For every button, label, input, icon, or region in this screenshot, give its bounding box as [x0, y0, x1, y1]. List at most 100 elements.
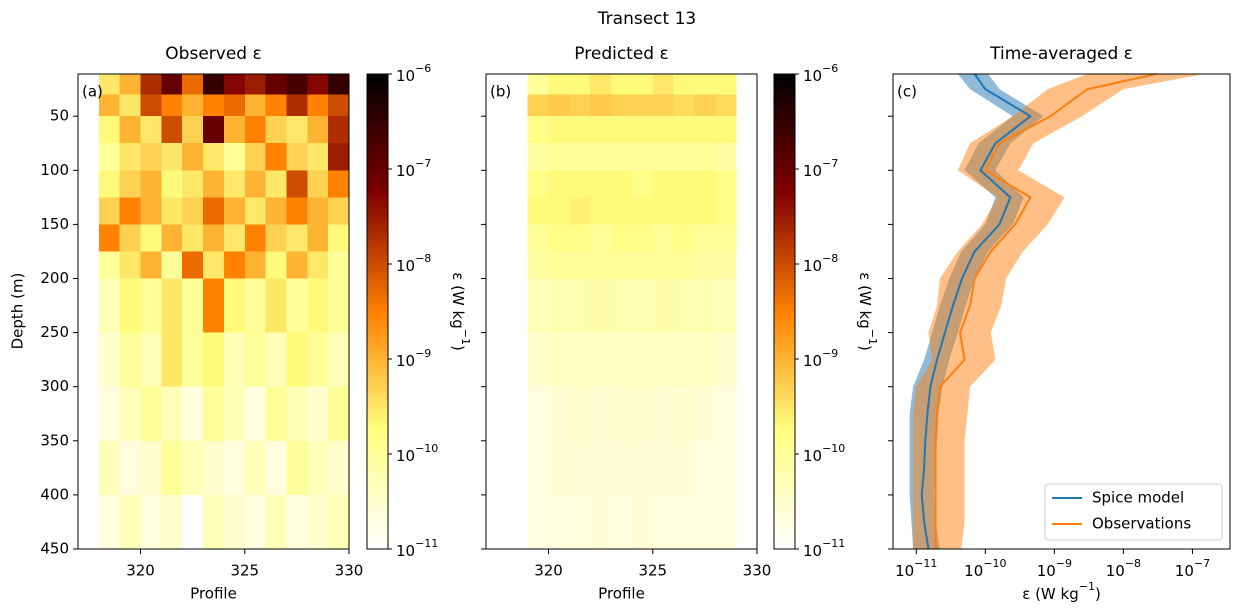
- heatmap-cell: [715, 386, 737, 442]
- heatmap-cell: [590, 197, 612, 225]
- heatmap-cell: [611, 170, 633, 198]
- x-tick-label: 330: [743, 562, 772, 580]
- heatmap-cell: [590, 332, 612, 388]
- heatmap-cell: [119, 386, 141, 442]
- colorbar: [366, 73, 389, 550]
- heatmap-cell: [140, 494, 162, 550]
- heatmap-cell: [715, 94, 737, 117]
- heatmap-cell: [182, 116, 204, 144]
- heatmap-cell: [548, 386, 570, 442]
- heatmap-cell: [569, 251, 591, 279]
- x-axis-label: Profile: [190, 585, 237, 603]
- heatmap-cell: [98, 170, 121, 198]
- heatmap-cell: [244, 251, 267, 279]
- x-tick-label: 320: [126, 562, 155, 580]
- heatmap-cell: [203, 278, 225, 333]
- y-tick-label: 350: [40, 431, 69, 449]
- heatmap-cell: [328, 440, 350, 496]
- heatmap-cell: [590, 94, 612, 117]
- heatmap-cell: [244, 94, 267, 117]
- heatmap-cell: [328, 94, 350, 117]
- heatmap-cell: [631, 494, 654, 550]
- heatmap-cell: [694, 251, 716, 279]
- heatmap-cell: [286, 251, 308, 279]
- y-tick-label: 100: [40, 161, 69, 179]
- heatmap-cell: [265, 494, 287, 550]
- heatmap-cell: [223, 197, 246, 225]
- heatmap-cell: [631, 116, 654, 144]
- panel-title: Time-averaged ε: [989, 44, 1133, 64]
- heatmap-cell: [631, 251, 654, 279]
- heatmap-cell: [611, 332, 633, 388]
- heatmap-cell: [652, 197, 675, 225]
- heatmap-cell: [140, 143, 162, 171]
- heatmap-cell: [244, 143, 267, 171]
- heatmap-cell: [203, 251, 225, 279]
- heatmap-cell: [182, 170, 204, 198]
- heatmap-cell: [694, 440, 716, 496]
- heatmap-cell: [631, 332, 654, 388]
- heatmap-cell: [161, 386, 183, 442]
- heatmap-cell: [715, 224, 737, 252]
- heatmap-cell: [182, 224, 204, 252]
- heatmap-cell: [611, 440, 633, 496]
- heatmap-cell: [611, 251, 633, 279]
- heatmap-cell: [223, 116, 246, 144]
- heatmap-cell: [203, 116, 225, 144]
- heatmap-cell: [265, 278, 287, 333]
- y-tick-label: 200: [40, 269, 69, 287]
- heatmap-cell: [307, 494, 329, 550]
- heatmap-cell: [548, 278, 570, 333]
- heatmap-cell: [161, 197, 183, 225]
- heatmap-cell: [223, 494, 246, 550]
- legend-label: Observations: [1092, 515, 1191, 533]
- heatmap-cell: [590, 74, 612, 95]
- colorbar-tick-label: 10−10: [396, 442, 438, 465]
- y-tick-label: 50: [50, 107, 69, 125]
- heatmap-cell: [527, 170, 549, 198]
- axes-frame: [77, 73, 350, 550]
- heatmap-cell: [569, 440, 591, 496]
- heatmap-cell: [286, 74, 308, 95]
- heatmap-cell: [203, 386, 225, 442]
- y-tick-label: 150: [40, 215, 69, 233]
- y-tick-label: 450: [40, 540, 69, 558]
- heatmap-cell: [328, 197, 350, 225]
- heatmap-cell: [631, 94, 654, 117]
- heatmap-cell: [569, 386, 591, 442]
- heatmap-cell: [286, 197, 308, 225]
- heatmap-cell: [715, 278, 737, 333]
- heatmap-cell: [140, 278, 162, 333]
- heatmap-cell: [244, 224, 267, 252]
- heatmap-cell: [161, 494, 183, 550]
- heatmap-cell: [98, 224, 121, 252]
- heatmap-cell: [98, 197, 121, 225]
- heatmap-cell: [611, 386, 633, 442]
- heatmap-cell: [652, 332, 675, 388]
- colorbar-label: ε (W kg−1): [450, 272, 473, 351]
- heatmap-cell: [307, 224, 329, 252]
- heatmap-cell: [182, 143, 204, 171]
- heatmap-cell: [569, 94, 591, 117]
- heatmap-cell: [652, 440, 675, 496]
- heatmap-cell: [182, 386, 204, 442]
- heatmap-cell: [223, 143, 246, 171]
- heatmap-cell: [161, 251, 183, 279]
- heatmap-cell: [119, 197, 141, 225]
- heatmap-cell: [527, 94, 549, 117]
- heatmap-cell: [715, 74, 737, 95]
- heatmap-cell: [98, 74, 121, 95]
- heatmap-cell: [694, 332, 716, 388]
- heatmap-cell: [715, 143, 737, 171]
- heatmap-cell: [527, 332, 549, 388]
- panel-title: Predicted ε: [574, 44, 668, 64]
- heatmap-cell: [119, 224, 141, 252]
- heatmap-cell: [119, 143, 141, 171]
- heatmap-cell: [527, 251, 549, 279]
- x-axis-label: Profile: [598, 585, 645, 603]
- heatmap-cell: [119, 251, 141, 279]
- heatmap-cell: [223, 251, 246, 279]
- heatmap-cell: [569, 494, 591, 550]
- heatmap-cell: [161, 143, 183, 171]
- heatmap-cell: [569, 224, 591, 252]
